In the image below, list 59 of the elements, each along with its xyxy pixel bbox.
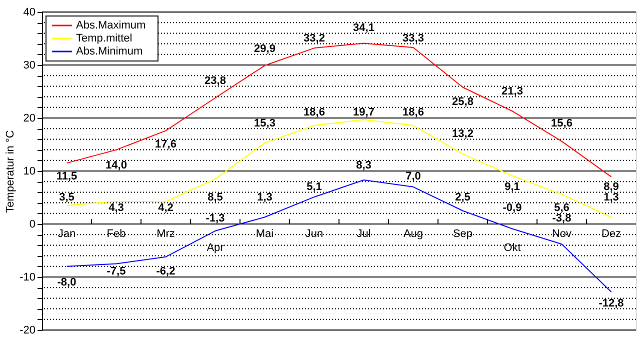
- data-label: 1,3: [604, 192, 619, 204]
- data-label: 4,3: [108, 202, 124, 214]
- data-label: 33,3: [402, 32, 424, 44]
- data-label: -7,5: [106, 266, 126, 278]
- data-label: 25,8: [452, 96, 474, 108]
- y-tick-label: 40: [23, 6, 36, 18]
- x-tick-label: Jan: [58, 228, 76, 240]
- x-tick-label: Mrz: [156, 228, 175, 240]
- y-tick-label: -20: [20, 324, 36, 336]
- y-tick-label: 30: [23, 60, 36, 72]
- x-tick-label: Jun: [305, 228, 324, 240]
- data-label: 11,5: [56, 170, 78, 182]
- x-tick-label: Okt: [504, 242, 521, 254]
- data-label: 13,2: [452, 128, 474, 140]
- y-tick-label: 20: [23, 112, 36, 124]
- data-label: 7,0: [406, 170, 421, 182]
- x-tick-label: Apr: [206, 242, 224, 254]
- data-label: 8,3: [356, 160, 372, 172]
- data-label: 4,2: [158, 202, 174, 214]
- y-axis-title: Temperatur in °C: [4, 130, 17, 213]
- data-label: 15,3: [254, 117, 276, 130]
- data-label: 3,5: [59, 192, 74, 204]
- data-label: 2,5: [455, 192, 470, 204]
- data-label: 8,5: [208, 192, 223, 204]
- data-label: 8,9: [604, 180, 619, 193]
- data-label: 14,0: [106, 160, 127, 172]
- y-tick-label: -10: [20, 272, 36, 284]
- x-tick-label: Nov: [552, 228, 572, 240]
- data-label: 5,1: [306, 180, 322, 193]
- data-label: -1,3: [206, 212, 225, 225]
- data-label: 33,2: [304, 32, 325, 44]
- data-label: 34,1: [353, 22, 374, 34]
- y-tick-label: 10: [23, 166, 36, 178]
- data-label: -12,8: [598, 298, 624, 310]
- data-label: 1,3: [257, 192, 272, 204]
- data-label: -0,9: [502, 202, 522, 214]
- data-label: 9,1: [504, 180, 520, 193]
- data-label: 15,6: [551, 117, 572, 130]
- data-label: 29,9: [254, 43, 276, 56]
- data-label: -8,0: [57, 276, 76, 288]
- legend-label: Temp.mittel: [76, 32, 132, 44]
- x-tick-label: Sep: [452, 228, 473, 240]
- legend-label: Abs.Minimum: [76, 46, 143, 58]
- data-label: -3,8: [552, 212, 572, 225]
- x-tick-label: Mai: [256, 228, 274, 240]
- data-label: 18,6: [304, 106, 325, 119]
- data-label: 17,6: [155, 138, 176, 150]
- data-label: 5,6: [554, 202, 570, 214]
- data-label: 18,6: [402, 106, 424, 119]
- legend-label: Abs.Maximum: [76, 20, 146, 32]
- y-tick-label: 0: [29, 218, 36, 230]
- data-label: 19,7: [353, 106, 374, 119]
- x-tick-label: Aug: [403, 228, 424, 240]
- data-label: 21,3: [502, 86, 523, 98]
- x-tick-label: Jul: [356, 228, 371, 240]
- data-label: -6,2: [156, 266, 176, 278]
- x-tick-label: Feb: [106, 228, 126, 240]
- x-tick-label: Dez: [601, 228, 622, 240]
- data-label: 23,8: [204, 74, 226, 87]
